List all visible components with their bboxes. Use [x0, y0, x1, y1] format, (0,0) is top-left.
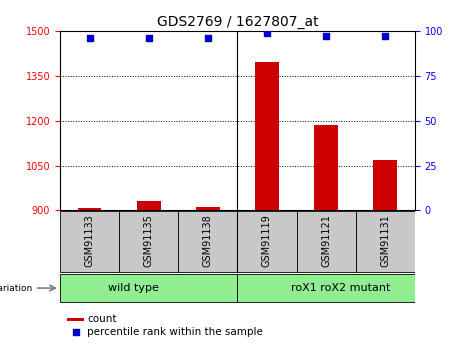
Text: GSM91135: GSM91135	[144, 214, 154, 267]
Text: percentile rank within the sample: percentile rank within the sample	[87, 327, 263, 337]
Text: GSM91121: GSM91121	[321, 214, 331, 267]
FancyBboxPatch shape	[296, 211, 356, 272]
Point	[263, 30, 271, 36]
Point	[204, 36, 212, 41]
FancyBboxPatch shape	[237, 274, 415, 302]
Bar	[255, 62, 279, 210]
Text: count: count	[87, 314, 117, 324]
FancyBboxPatch shape	[178, 211, 237, 272]
Bar	[137, 201, 160, 210]
Bar	[67, 318, 84, 321]
FancyBboxPatch shape	[237, 211, 296, 272]
FancyBboxPatch shape	[60, 274, 237, 302]
FancyBboxPatch shape	[60, 211, 119, 272]
Point	[86, 36, 93, 41]
Point	[145, 36, 152, 41]
Text: GSM91138: GSM91138	[203, 214, 213, 267]
Title: GDS2769 / 1627807_at: GDS2769 / 1627807_at	[157, 14, 318, 29]
Text: GSM91133: GSM91133	[84, 214, 95, 267]
Text: GSM91119: GSM91119	[262, 214, 272, 267]
FancyBboxPatch shape	[356, 211, 415, 272]
Point	[322, 34, 330, 39]
Bar	[314, 125, 338, 210]
Bar	[373, 160, 397, 210]
Point	[72, 329, 79, 335]
Text: GSM91131: GSM91131	[380, 214, 390, 267]
Text: roX1 roX2 mutant: roX1 roX2 mutant	[291, 283, 390, 293]
Text: wild type: wild type	[108, 283, 160, 293]
Point	[382, 34, 389, 39]
FancyBboxPatch shape	[119, 211, 178, 272]
Text: genotype/variation: genotype/variation	[0, 284, 33, 293]
Bar	[196, 207, 219, 210]
Bar	[77, 208, 101, 210]
